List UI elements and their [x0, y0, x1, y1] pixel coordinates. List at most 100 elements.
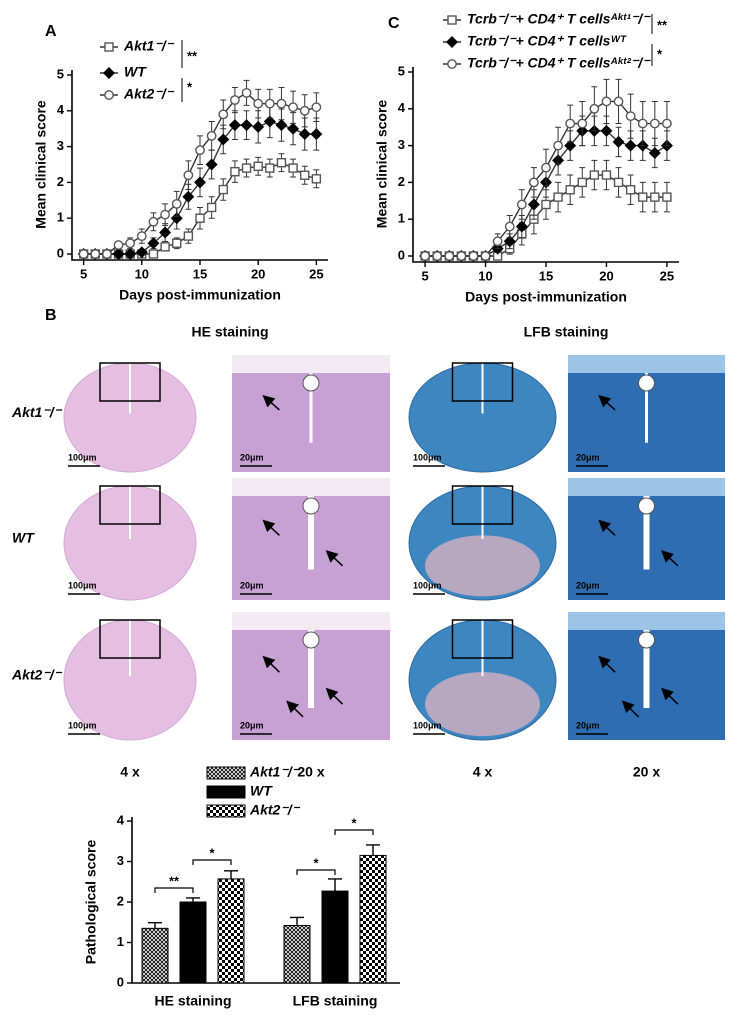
column-header: HE staining — [191, 324, 268, 340]
marker — [195, 145, 205, 156]
marker — [527, 198, 540, 211]
bar — [141, 927, 169, 984]
x-tick-label: LFB staining — [293, 993, 378, 1009]
marker — [577, 177, 587, 188]
marker — [299, 105, 310, 116]
marker — [124, 248, 137, 260]
marker — [182, 190, 195, 203]
legend-label: Akt2⁻/⁻ — [123, 86, 175, 102]
axes — [71, 70, 328, 261]
y-tick-label: 4 — [117, 812, 125, 827]
magnification: 20 x — [297, 764, 324, 780]
marker — [662, 192, 672, 202]
marker — [172, 238, 182, 248]
vessel — [638, 631, 655, 649]
arrow — [286, 700, 304, 718]
y-tick-label: 5 — [57, 66, 64, 81]
marker — [230, 95, 240, 105]
scale-bar-label: 20μm — [240, 580, 264, 590]
scale-bar-label: 100μm — [68, 720, 97, 730]
marker — [624, 139, 637, 152]
error-bar — [366, 844, 380, 856]
marker — [600, 124, 613, 137]
x-tick-label: 25 — [660, 268, 674, 283]
marker — [275, 119, 288, 132]
bar — [321, 890, 349, 984]
bar — [217, 878, 245, 984]
marker — [147, 237, 160, 250]
marker — [553, 140, 563, 151]
marker — [447, 15, 457, 25]
marker — [589, 103, 600, 114]
histology-image — [408, 485, 557, 601]
scale-bar-label: 100μm — [413, 720, 442, 730]
marker — [206, 202, 217, 213]
marker — [160, 242, 170, 252]
marker — [577, 118, 588, 129]
y-axis-label: Mean clinical score — [374, 100, 390, 229]
marker — [529, 177, 539, 188]
x-axis-label: Days post-immunization — [465, 289, 627, 305]
legend-label: Tcrb⁻/⁻+ CD4⁺ T cellsᵂᵀ — [467, 33, 627, 49]
error-bar — [148, 921, 162, 929]
legend-label: Tcrb⁻/⁻+ CD4⁺ T cellsᴬᵏᵗ¹⁻/⁻ — [467, 11, 651, 27]
annotation: * — [313, 855, 319, 870]
y-tick-label: 2 — [398, 174, 405, 189]
bar — [359, 854, 387, 984]
marker — [241, 163, 252, 173]
marker — [135, 246, 148, 259]
y-tick-label: 1 — [117, 934, 124, 949]
marker — [218, 184, 228, 195]
marker — [662, 118, 672, 129]
y-tick-label: 4 — [398, 100, 406, 115]
legend-label: Tcrb⁻/⁻+ CD4⁺ T cellsᴬᵏᵗ²⁻/⁻ — [467, 55, 651, 71]
x-tick-label: 20 — [251, 266, 265, 281]
y-tick-label: 1 — [398, 211, 405, 226]
scale-bar-label: 20μm — [240, 452, 264, 462]
error-bar — [186, 897, 200, 902]
y-tick-label: 0 — [117, 974, 124, 989]
arrow — [598, 519, 616, 536]
marker — [311, 102, 322, 113]
row-label: Akt2⁻/⁻ — [11, 667, 63, 683]
bracket — [296, 869, 336, 875]
marker — [447, 59, 457, 69]
marker — [102, 249, 112, 259]
marker — [638, 192, 648, 202]
panel-label: C — [388, 15, 400, 32]
marker — [504, 221, 515, 232]
axes — [412, 67, 679, 263]
x-tick-label: HE staining — [154, 993, 231, 1009]
marker — [492, 236, 503, 247]
annotation: * — [209, 845, 215, 860]
marker — [148, 216, 159, 227]
marker — [516, 199, 527, 210]
scale-bar-label: 100μm — [413, 452, 442, 462]
legend-label: WT — [124, 64, 147, 80]
legend-swatch — [206, 785, 246, 799]
marker — [253, 98, 264, 109]
y-axis-label: Pathological score — [83, 840, 99, 965]
marker — [183, 231, 194, 241]
marker — [300, 170, 310, 180]
y-tick-label: 2 — [117, 893, 124, 908]
histology-image — [568, 612, 725, 740]
marker — [252, 120, 265, 133]
y-tick-label: 0 — [398, 247, 405, 262]
marker — [553, 192, 563, 202]
scale-bar-label: 20μm — [576, 580, 600, 590]
magnification: 20 x — [633, 764, 660, 780]
marker — [601, 170, 612, 180]
y-tick-label: 1 — [57, 210, 64, 225]
marker — [113, 240, 124, 250]
panel-label: A — [45, 23, 57, 40]
magnification: 4 x — [473, 764, 493, 780]
meninges — [568, 612, 725, 630]
column-header: LFB staining — [524, 324, 609, 340]
marker — [253, 161, 263, 171]
marker — [625, 111, 636, 122]
marker — [104, 90, 114, 100]
marker — [218, 109, 229, 120]
tissue-region — [425, 672, 540, 737]
